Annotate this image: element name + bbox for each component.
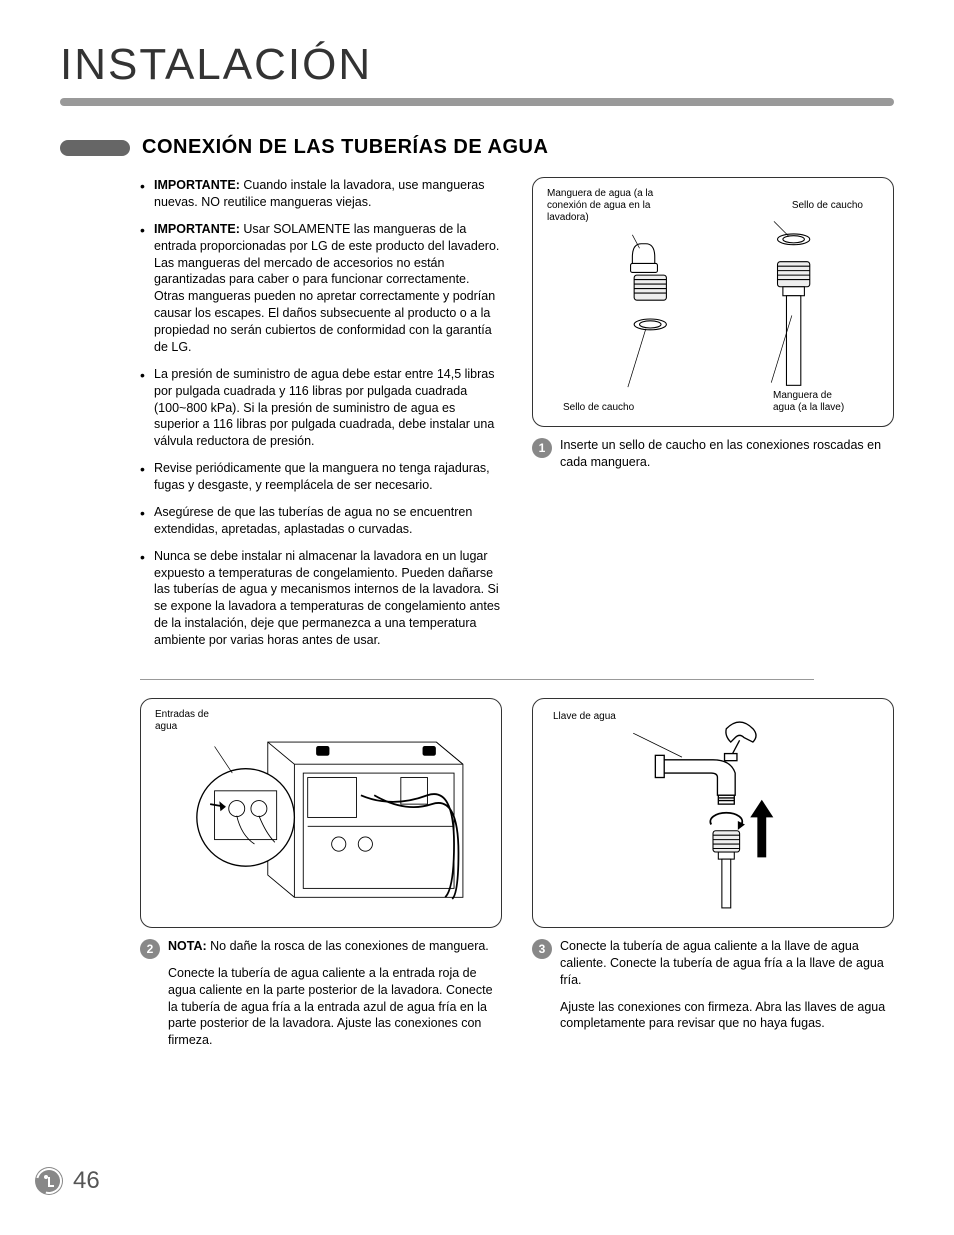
bullet-column: IMPORTANTE: Cuando instale la lavadora, … bbox=[60, 177, 502, 659]
step-2-text2: Conecte la tubería de agua caliente a la… bbox=[168, 966, 493, 1048]
figure-2-svg bbox=[153, 711, 489, 915]
bullet-item: IMPORTANTE: Cuando instale la lavadora, … bbox=[140, 177, 502, 211]
fig1-label-top-left: Manguera de agua (a la conexión de agua … bbox=[547, 188, 667, 224]
step-3-row: 3 Conecte la tubería de agua caliente a … bbox=[532, 938, 894, 1032]
bullet-item: Revise periódicamente que la manguera no… bbox=[140, 460, 502, 494]
section-bullet-pill bbox=[60, 140, 130, 156]
step-1-number: 1 bbox=[532, 438, 552, 458]
step-1-text: Inserte un sello de caucho en las conexi… bbox=[560, 437, 894, 471]
bullet-text: La presión de suministro de agua debe es… bbox=[154, 367, 495, 449]
figure-2-box: Entradas de agua bbox=[140, 698, 502, 928]
step-2-text1: No dañe la rosca de las conexiones de ma… bbox=[207, 939, 489, 953]
step-2-row: 2 NOTA: No dañe la rosca de las conexion… bbox=[140, 938, 502, 1049]
fig2-label: Entradas de agua bbox=[155, 709, 215, 733]
section-header: CONEXIÓN DE LAS TUBERÍAS DE AGUA bbox=[60, 136, 894, 159]
bullet-text: Revise periódicamente que la manguera no… bbox=[154, 461, 490, 492]
step-3-text1: Conecte la tubería de agua caliente a la… bbox=[560, 939, 884, 987]
fig1-label-bottom-right: Manguera de agua (a la llave) bbox=[773, 390, 853, 414]
page-number: 46 bbox=[73, 1167, 100, 1195]
step-2-bold: NOTA: bbox=[168, 939, 207, 953]
bullet-item: Nunca se debe instalar ni almacenar la l… bbox=[140, 548, 502, 649]
step-3-text2: Ajuste las conexiones con firmeza. Abra … bbox=[560, 1000, 885, 1031]
figure-3-box: Llave de agua bbox=[532, 698, 894, 928]
step-2-text: NOTA: No dañe la rosca de las conexiones… bbox=[168, 938, 502, 1049]
fig3-label: Llave de agua bbox=[553, 711, 616, 723]
section-title: CONEXIÓN DE LAS TUBERÍAS DE AGUA bbox=[142, 136, 548, 159]
step-3-number: 3 bbox=[532, 939, 552, 959]
divider-rule bbox=[140, 679, 814, 680]
step-1-row: 1 Inserte un sello de caucho en las cone… bbox=[532, 437, 894, 471]
bullet-item: IMPORTANTE: Usar SOLAMENTE las mangueras… bbox=[140, 221, 502, 356]
bullet-bold: IMPORTANTE: bbox=[154, 178, 240, 192]
title-rule bbox=[60, 98, 894, 106]
bullet-text: Usar SOLAMENTE las mangueras de la entra… bbox=[154, 222, 499, 354]
bullet-text: Nunca se debe instalar ni almacenar la l… bbox=[154, 549, 500, 647]
bullet-text: Asegúrese de que las tuberías de agua no… bbox=[154, 505, 472, 536]
step-2-number: 2 bbox=[140, 939, 160, 959]
fig1-label-top-right: Sello de caucho bbox=[792, 200, 863, 212]
bullet-item: La presión de suministro de agua debe es… bbox=[140, 366, 502, 450]
figure-3-svg bbox=[545, 711, 881, 915]
bullet-item: Asegúrese de que las tuberías de agua no… bbox=[140, 504, 502, 538]
page-footer: 46 bbox=[35, 1167, 100, 1195]
page-title: INSTALACIÓN bbox=[60, 40, 894, 90]
bullet-bold: IMPORTANTE: bbox=[154, 222, 240, 236]
lg-logo-icon bbox=[35, 1167, 63, 1195]
step-3-text: Conecte la tubería de agua caliente a la… bbox=[560, 938, 894, 1032]
figure-1-box: Manguera de agua (a la conexión de agua … bbox=[532, 177, 894, 427]
fig1-label-bottom-left: Sello de caucho bbox=[563, 402, 634, 414]
